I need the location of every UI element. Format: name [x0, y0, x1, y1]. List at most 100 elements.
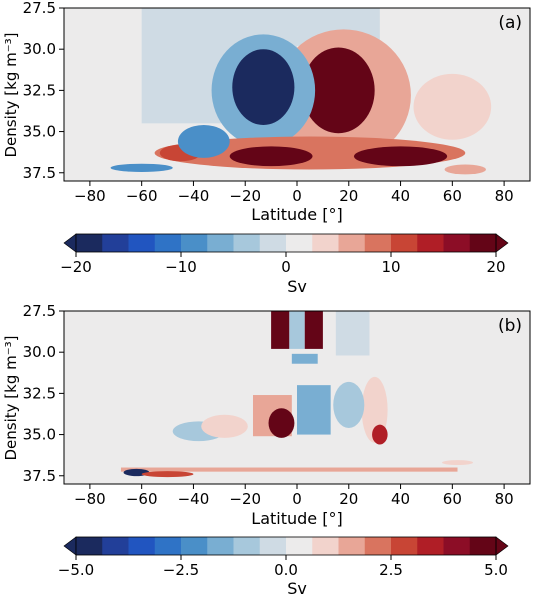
- y-tick-label: 30.0: [23, 40, 56, 58]
- heatmap-b: [120, 311, 474, 478]
- colorbar-swatch: [338, 234, 366, 252]
- colorbar-swatch: [102, 234, 129, 252]
- x-tick-label: −40: [178, 490, 210, 508]
- x-tick-label: −20: [229, 187, 261, 205]
- colorbar-extend-min: [63, 233, 77, 253]
- x-tick-label: 0: [292, 490, 302, 508]
- x-axis-b: −80 −60 −40 −20 0 20 40 60 80: [74, 484, 514, 508]
- heatmap-b-feature-2: [271, 311, 290, 349]
- colorbar-swatch: [312, 234, 339, 252]
- x-tick-label: −20: [229, 490, 261, 508]
- colorbar-label-b: Sv: [287, 579, 307, 598]
- panel-label-a: (a): [498, 13, 522, 33]
- x-tick-label: 80: [495, 490, 514, 508]
- heatmap-a-feature-11: [110, 163, 173, 172]
- colorbar-swatch: [76, 234, 103, 252]
- heatmap-a-feature-7: [229, 146, 313, 167]
- colorbar-swatch: [417, 234, 444, 252]
- colorbar-swatch: [312, 537, 339, 555]
- colorbar-swatch: [469, 537, 497, 555]
- colorbar-a-ticks: −20 −10 0 10 20: [60, 252, 506, 276]
- x-tick-label: −80: [74, 187, 106, 205]
- y-axis-label-b: Density [kg m⁻³]: [2, 335, 20, 460]
- x-axis-label-a: Latitude [°]: [251, 205, 342, 224]
- y-tick-label: 37.5: [23, 164, 56, 182]
- colorbar-b-swatches: [63, 536, 509, 556]
- heatmap-b-feature-9: [201, 414, 248, 438]
- colorbar-extend-max: [495, 536, 509, 556]
- heatmap-b-feature-5: [297, 385, 331, 435]
- colorbar-tick-label: −10: [165, 258, 197, 276]
- colorbar-tick-label: −2.5: [163, 561, 199, 579]
- colorbar-swatch: [364, 234, 392, 252]
- heatmap-a-feature-5: [232, 49, 295, 125]
- colorbar-swatch: [259, 234, 287, 252]
- colorbar-tick-label: 0.0: [274, 561, 298, 579]
- y-tick-label: 27.5: [23, 302, 56, 320]
- x-tick-label: 60: [443, 187, 462, 205]
- colorbar-swatch: [233, 234, 261, 252]
- heatmap-b-feature-0: [335, 311, 370, 356]
- colorbar-swatch: [154, 537, 182, 555]
- colorbar-swatch: [443, 537, 471, 555]
- colorbar-swatch: [417, 537, 444, 555]
- heatmap-a-feature-12: [413, 73, 492, 140]
- colorbar-tick-label: 2.5: [379, 561, 403, 579]
- colorbar-swatch: [128, 537, 156, 555]
- colorbar-swatch: [181, 234, 208, 252]
- heatmap-b-feature-11: [372, 424, 388, 445]
- y-axis-b: 27.5 30.0 32.5 35.0 37.5: [23, 302, 64, 485]
- colorbar-swatch: [76, 537, 103, 555]
- x-tick-label: 40: [391, 490, 410, 508]
- x-tick-label: 0: [292, 187, 302, 205]
- colorbar-swatch: [128, 234, 156, 252]
- colorbar-tick-label: 10: [381, 258, 400, 276]
- x-tick-label: −40: [178, 187, 210, 205]
- panel-a: (a) −80 −60 −40 −20 0 20 40 60 80 27.5 30.0 32.5 35…: [2, 0, 531, 224]
- y-tick-label: 27.5: [23, 0, 56, 17]
- heatmap-b-feature-4: [291, 353, 318, 364]
- panel-label-b: (b): [498, 316, 522, 336]
- x-tick-label: 40: [391, 187, 410, 205]
- x-tick-label: 80: [495, 187, 514, 205]
- heatmap-a-feature-13: [444, 164, 486, 175]
- colorbar-swatch: [154, 234, 182, 252]
- y-tick-label: 35.0: [23, 123, 56, 141]
- colorbar-swatch: [233, 537, 261, 555]
- colorbar-tick-label: −5.0: [58, 561, 94, 579]
- heatmap-b-feature-7: [268, 408, 295, 438]
- x-tick-label: 20: [339, 187, 358, 205]
- y-tick-label: 30.0: [23, 343, 56, 361]
- heatmap-b-feature-16: [441, 460, 474, 466]
- x-tick-label: −80: [74, 490, 106, 508]
- colorbar-swatch: [207, 537, 234, 555]
- heatmap-b-feature-15: [141, 471, 194, 478]
- heatmap-a: [110, 8, 492, 175]
- colorbar-tick-label: 0: [281, 258, 291, 276]
- heatmap-a-feature-10: [177, 124, 230, 158]
- x-axis-label-b: Latitude [°]: [251, 509, 342, 528]
- heatmap-a-feature-3: [302, 47, 375, 134]
- colorbar-swatch: [391, 537, 418, 555]
- x-tick-label: 20: [339, 490, 358, 508]
- heatmap-b-feature-1: [289, 311, 305, 349]
- x-tick-label: −60: [126, 490, 158, 508]
- colorbar-swatch: [181, 537, 208, 555]
- colorbar-b: −5.0 −2.5 0.0 2.5 5.0 Sv: [58, 536, 509, 598]
- colorbar-extend-min: [63, 536, 77, 556]
- x-tick-label: −60: [126, 187, 158, 205]
- colorbar-a-swatches: [63, 233, 509, 253]
- colorbar-swatch: [259, 537, 287, 555]
- panel-b: (b) −80 −60 −40 −20 0 20 40 60 80 27.5 30.0 32.5 35…: [2, 302, 531, 528]
- colorbar-swatch: [286, 537, 313, 555]
- heatmap-b-feature-12: [333, 381, 365, 428]
- colorbar-b-ticks: −5.0 −2.5 0.0 2.5 5.0: [58, 555, 508, 579]
- y-axis-label-a: Density [kg m⁻³]: [2, 32, 20, 157]
- colorbar-label-a: Sv: [287, 277, 307, 296]
- x-tick-label: 60: [443, 490, 462, 508]
- colorbar-swatch: [364, 537, 392, 555]
- colorbar-swatch: [286, 234, 313, 252]
- colorbar-swatch: [102, 537, 129, 555]
- colorbar-swatch: [391, 234, 418, 252]
